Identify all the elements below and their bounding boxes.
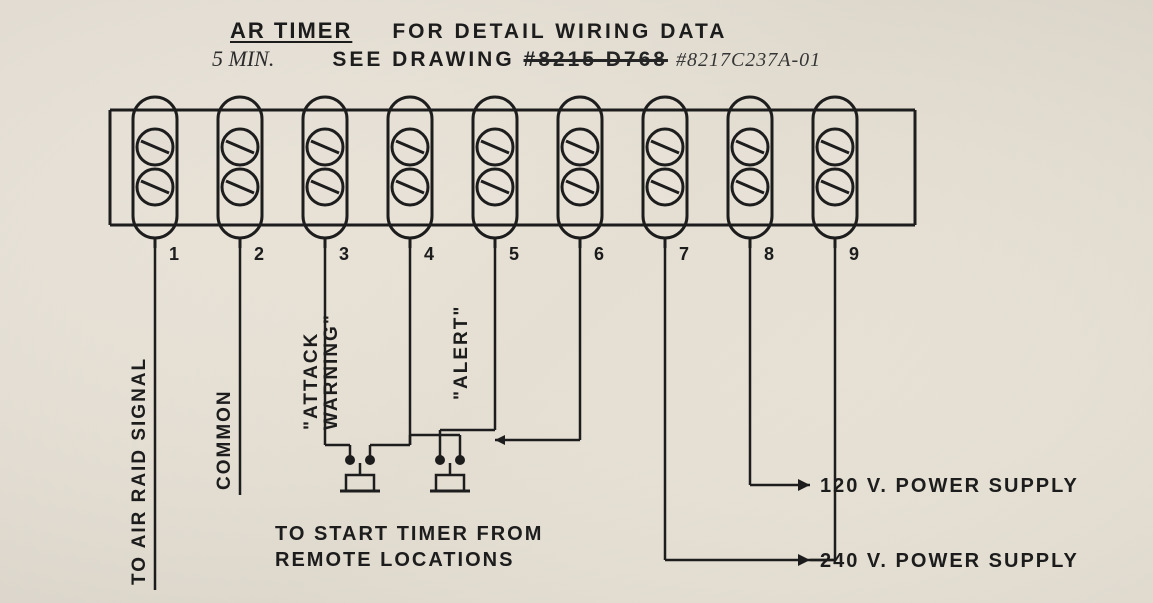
svg-text:TO AIR RAID SIGNAL: TO AIR RAID SIGNAL	[129, 357, 150, 585]
svg-text:3: 3	[339, 244, 349, 264]
svg-text:COMMON: COMMON	[214, 389, 235, 490]
wiring-diagram: 1 2 3 4 5 6 7 8 9 TO AIR RAID SIGNAL COMMON "ATTACK…	[0, 0, 1153, 603]
svg-text:1: 1	[169, 244, 179, 264]
svg-text:7: 7	[679, 244, 689, 264]
svg-text:8: 8	[764, 244, 774, 264]
svg-text:TO START TIMER FROM: TO START TIMER FROM	[275, 523, 543, 545]
svg-text:"ALERT": "ALERT"	[451, 305, 472, 400]
svg-text:2: 2	[254, 244, 264, 264]
svg-text:REMOTE LOCATIONS: REMOTE LOCATIONS	[275, 549, 514, 571]
svg-text:120 V. POWER SUPPLY: 120 V. POWER SUPPLY	[820, 475, 1079, 497]
svg-text:"ATTACK: "ATTACK	[301, 332, 322, 430]
svg-text:9: 9	[849, 244, 859, 264]
svg-text:4: 4	[424, 244, 434, 264]
svg-text:WARNING": WARNING"	[321, 313, 342, 430]
svg-text:240 V. POWER SUPPLY: 240 V. POWER SUPPLY	[820, 550, 1079, 572]
svg-text:5: 5	[509, 244, 519, 264]
svg-text:6: 6	[594, 244, 604, 264]
